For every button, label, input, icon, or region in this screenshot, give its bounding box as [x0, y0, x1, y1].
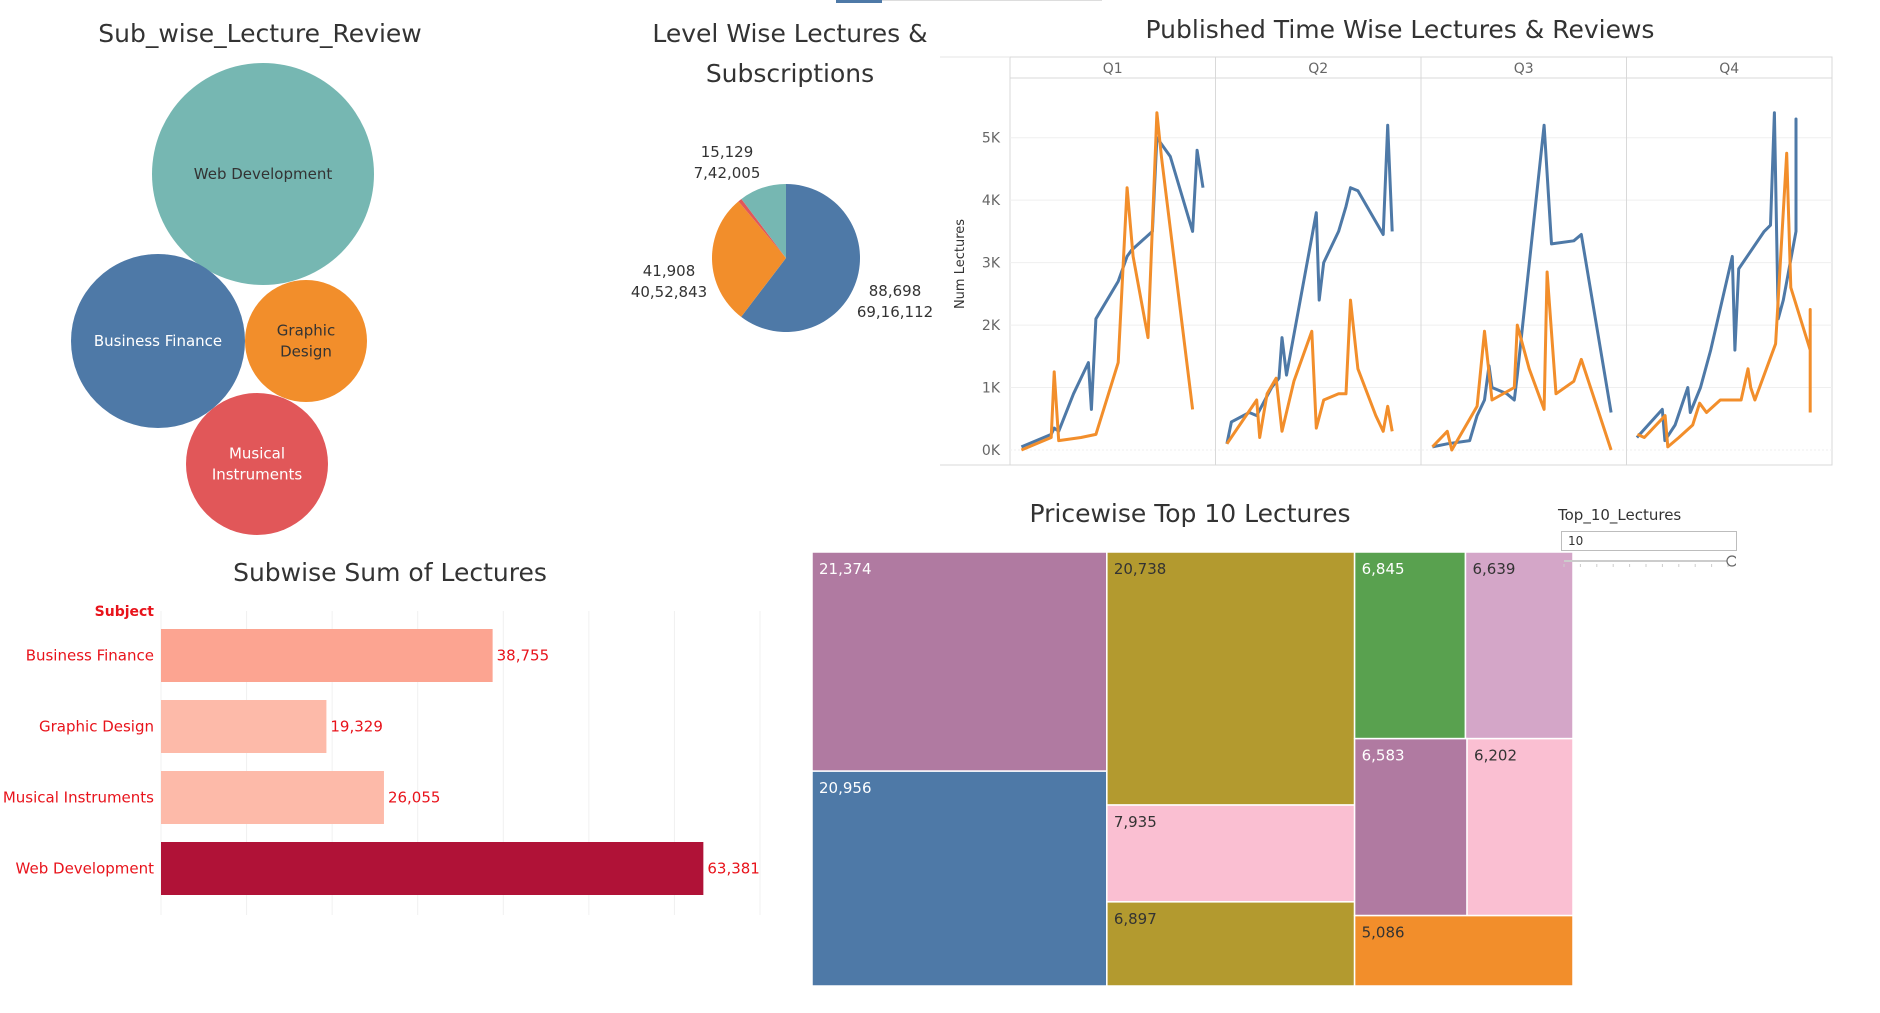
treemap-title: Pricewise Top 10 Lectures [1029, 499, 1351, 528]
bubble-0[interactable] [152, 63, 374, 285]
tab-indicator [836, 0, 882, 3]
treemap-chart: 21,374 20,956 20,738 7,935 6,897 6,845 6,639 6,… [811, 551, 1574, 987]
quarter-header: Q4 [1719, 61, 1739, 77]
treemap-cell-label: 6,583 [1362, 747, 1405, 765]
bar-3[interactable] [161, 842, 704, 895]
pie-slice-0[interactable] [741, 184, 860, 332]
treemap-cell-2[interactable] [1106, 551, 1356, 806]
treemap-cell-label: 5,086 [1362, 924, 1405, 942]
pie-label-subscriptions: 40,52,843 [631, 283, 707, 301]
line-chart-panel: Published Time Wise Lectures & Reviews 0… [940, 0, 1880, 480]
line-chart: 0K 1K 2K 3K 4K 5K Num Lectures Q1 Q2 Q3 Q4 [940, 56, 1833, 466]
bar-chart-panel: Subwise Sum of Lectures Subject Business … [0, 545, 800, 925]
treemap-cell-5[interactable] [1353, 551, 1467, 740]
bar-value-label: 26,055 [388, 789, 441, 807]
bubble-label: Instruments [212, 466, 303, 484]
series-line-1-q1[interactable] [1020, 111, 1195, 452]
treemap-cell-9[interactable] [1353, 914, 1574, 987]
bar-1[interactable] [161, 700, 327, 753]
series-line-0-q4[interactable] [1635, 111, 1798, 443]
tab-strip [882, 0, 1102, 1]
bar-category-label: Musical Instruments [3, 789, 154, 807]
treemap-cell-3[interactable] [1106, 804, 1356, 903]
pie-label-subscriptions: 69,16,112 [857, 303, 933, 321]
bar-value-label: 63,381 [707, 860, 760, 878]
series-line-0-q1[interactable] [1020, 136, 1205, 449]
bubble-label: Web Development [194, 165, 333, 183]
y-tick-label: 3K [982, 256, 1001, 272]
pie-chart-title: Level Wise Lectures & Subscriptions [652, 19, 928, 88]
pie-chart-panel: Level Wise Lectures & Subscriptions 88,6… [600, 0, 940, 420]
treemap-cell-8[interactable] [1466, 737, 1574, 917]
bar-header: Subject [95, 604, 155, 620]
bar-chart: Subject Business Finance 38,755 Graphic Des… [3, 604, 761, 915]
bubble-label: Design [280, 343, 332, 361]
bar-0[interactable] [161, 629, 493, 682]
bubble-3[interactable] [186, 393, 328, 535]
pie-label-lectures: 88,698 [869, 282, 922, 300]
pie-label-subscriptions: 7,42,005 [694, 164, 761, 182]
pie-label-lectures: 41,908 [643, 262, 696, 280]
parameter-input[interactable]: 10 [1561, 531, 1737, 551]
bar-category-label: Web Development [16, 860, 155, 878]
bar-chart-title: Subwise Sum of Lectures [233, 558, 547, 587]
bar-value-label: 38,755 [497, 647, 550, 665]
bar-category-label: Business Finance [26, 647, 154, 665]
bubble-2[interactable] [245, 280, 367, 402]
bar-category-label: Graphic Design [39, 718, 154, 736]
bubble-label: Business Finance [94, 332, 222, 350]
treemap-cell-label: 6,202 [1474, 747, 1517, 765]
treemap-cell-7[interactable] [1353, 737, 1468, 917]
line-chart-title: Published Time Wise Lectures & Reviews [1145, 15, 1655, 44]
parameter-label: Top_10_Lectures [1558, 506, 1682, 524]
quarter-header: Q2 [1308, 61, 1328, 77]
treemap-cell-4[interactable] [1106, 901, 1356, 987]
parameter-slider[interactable] [1562, 554, 1736, 570]
y-tick-label: 2K [982, 318, 1001, 334]
series-line-0-q2[interactable] [1225, 123, 1394, 445]
bubble-label: Musical [229, 445, 285, 463]
slider-handle[interactable] [1726, 555, 1736, 567]
treemap-cell-0[interactable] [811, 551, 1108, 772]
bar-2[interactable] [161, 771, 384, 824]
y-tick-label: 1K [982, 381, 1001, 397]
treemap-panel: Pricewise Top 10 Lectures 21,374 20,956 20… [800, 490, 1580, 990]
treemap-cell-label: 20,956 [819, 779, 872, 797]
y-tick-label: 0K [982, 443, 1001, 459]
y-axis-label: Num Lectures [953, 219, 968, 309]
treemap-cell-label: 20,738 [1114, 560, 1167, 578]
pie-slice-1[interactable] [712, 201, 786, 317]
quarter-header: Q1 [1103, 61, 1123, 77]
series-line-1-q2[interactable] [1225, 298, 1394, 445]
series-line-1-q4[interactable] [1636, 151, 1812, 449]
series-line-0-q3[interactable] [1432, 123, 1613, 449]
bubble-chart-panel: Sub_wise_Lecture_Review Web Development B… [0, 0, 600, 545]
treemap-cell-1[interactable] [811, 770, 1108, 987]
treemap-cell-label: 6,639 [1472, 560, 1515, 578]
y-tick-label: 4K [982, 193, 1001, 209]
bar-value-label: 19,329 [330, 718, 383, 736]
treemap-cell-label: 6,845 [1362, 560, 1405, 578]
pie-label-lectures: 15,129 [701, 143, 754, 161]
pie-slice-3[interactable] [741, 184, 786, 258]
pie-slice-2[interactable] [738, 198, 786, 258]
bubble-label: Graphic [277, 322, 335, 340]
treemap-cell-6[interactable] [1464, 551, 1574, 740]
treemap-cell-label: 6,897 [1114, 910, 1157, 928]
pie-chart: 88,698 69,16,112 41,908 40,52,843 15,129 7,42… [631, 143, 933, 332]
bubble-chart: Web Development Business Finance Graphic De… [71, 63, 374, 535]
treemap-cell-label: 7,935 [1114, 813, 1157, 831]
quarter-header: Q3 [1514, 61, 1534, 77]
bubble-chart-title: Sub_wise_Lecture_Review [98, 19, 422, 48]
series-line-1-q3[interactable] [1431, 270, 1613, 452]
treemap-cell-label: 21,374 [819, 560, 872, 578]
y-tick-label: 5K [982, 131, 1001, 147]
bubble-1[interactable] [71, 254, 245, 428]
